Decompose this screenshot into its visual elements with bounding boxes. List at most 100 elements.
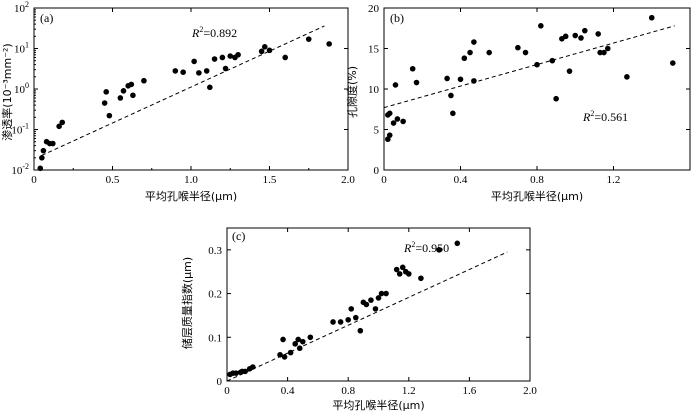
- data-point: [595, 31, 601, 37]
- data-point: [172, 68, 179, 74]
- data-point: [307, 334, 314, 341]
- x-tick-label: 0: [31, 174, 37, 186]
- data-point: [471, 78, 477, 84]
- x-tick-label: 1.5: [263, 174, 277, 186]
- data-point: [357, 327, 364, 334]
- x-axis-label: 平均孔喉半径(μm): [145, 189, 237, 203]
- x-tick-label: 1.2: [607, 174, 621, 186]
- y-tick-label: 0.3: [208, 245, 222, 257]
- data-point: [222, 65, 229, 72]
- x-tick-label: 2.0: [523, 385, 537, 397]
- data-point: [522, 49, 529, 56]
- data-point: [486, 49, 492, 56]
- panel-label: (a): [40, 11, 53, 25]
- data-point: [669, 60, 676, 66]
- data-point: [292, 341, 298, 347]
- y-axis-label: 储层质量指数(μm): [180, 257, 194, 349]
- data-point: [394, 116, 401, 122]
- data-point: [467, 49, 473, 56]
- data-point: [330, 319, 336, 325]
- fit-line: [226, 251, 508, 382]
- data-point: [296, 345, 303, 352]
- data-point: [549, 57, 556, 64]
- panel-label: (b): [390, 11, 404, 25]
- y-axis-label: 孔隙度(%): [345, 66, 359, 118]
- r-squared-label: R2=0.561: [582, 109, 628, 124]
- data-point: [448, 92, 454, 99]
- data-point: [566, 68, 573, 74]
- data-point: [101, 100, 108, 106]
- data-point: [261, 44, 268, 50]
- data-point: [436, 247, 442, 253]
- data-point: [233, 370, 239, 376]
- data-point: [211, 56, 218, 62]
- y-tick-label: 0: [374, 165, 380, 177]
- x-tick-label: 0: [224, 385, 230, 397]
- data-point: [280, 336, 286, 343]
- data-point: [180, 69, 186, 75]
- data-point: [281, 354, 288, 360]
- data-point: [562, 33, 569, 40]
- y-tick-label: 102: [14, 0, 29, 15]
- data-point: [348, 306, 355, 312]
- y-tick-label: 20: [368, 3, 380, 15]
- data-point: [326, 41, 332, 47]
- data-point: [305, 36, 312, 42]
- x-tick-label: 1.2: [402, 385, 416, 397]
- data-point: [277, 351, 283, 358]
- data-point: [345, 317, 352, 323]
- data-point: [56, 123, 62, 130]
- data-point: [106, 112, 113, 119]
- data-point: [352, 314, 359, 321]
- data-point: [287, 349, 294, 356]
- data-point: [604, 45, 611, 52]
- data-point: [258, 48, 265, 55]
- x-tick-label: 0.8: [341, 385, 355, 397]
- data-point: [227, 53, 234, 59]
- data-point: [207, 84, 213, 91]
- data-point: [399, 264, 406, 271]
- data-point: [103, 89, 110, 95]
- data-point: [219, 54, 226, 61]
- x-axis-label: 平均孔喉半径(μm): [491, 189, 583, 203]
- chart-b: 0 0.4 0.8 1.2 0 5 10 15 20 平均孔喉半径(μm) 孔隙度(%) (b) R2=…: [345, 3, 691, 203]
- data-point: [386, 110, 393, 117]
- data-point: [40, 147, 47, 154]
- data-point: [203, 68, 210, 74]
- chart-c: 0 0.4 0.8 1.2 1.6 2.0 0 0.1 0.2 0.3 平均孔喉半径(μm) 储层质量…: [180, 227, 537, 412]
- r-squared-label: R2=0.892: [191, 25, 237, 40]
- data-point: [450, 110, 456, 117]
- y-tick-label: 0.1: [208, 332, 222, 344]
- plot-frame: [33, 7, 349, 171]
- data-point: [117, 95, 124, 101]
- data-point: [601, 49, 607, 56]
- data-point: [538, 23, 544, 29]
- y-tick-label: 0.2: [208, 289, 222, 301]
- data-point: [191, 58, 197, 65]
- data-point: [418, 275, 424, 282]
- r-squared-label: R2=0.950: [403, 240, 449, 255]
- data-point: [597, 49, 603, 56]
- data-point: [572, 32, 579, 39]
- panel-label: (c): [232, 229, 245, 243]
- fit-line: [41, 25, 325, 156]
- data-point: [249, 364, 256, 370]
- data-point: [582, 27, 588, 34]
- data-point: [120, 88, 127, 94]
- data-point: [299, 338, 306, 345]
- data-point: [471, 39, 477, 45]
- data-point: [378, 290, 385, 297]
- x-tick-label: 0.5: [106, 174, 120, 186]
- y-tick-label: 101: [14, 41, 29, 56]
- data-point: [242, 368, 248, 375]
- x-tick-label: 0.4: [281, 385, 295, 397]
- x-tick-label: 0.8: [530, 174, 544, 186]
- data-point: [383, 290, 389, 297]
- data-point: [390, 120, 397, 126]
- y-tick-label: 15: [368, 44, 380, 56]
- data-point: [578, 35, 584, 41]
- data-point: [386, 132, 393, 138]
- data-point: [396, 271, 403, 277]
- data-point: [624, 74, 630, 80]
